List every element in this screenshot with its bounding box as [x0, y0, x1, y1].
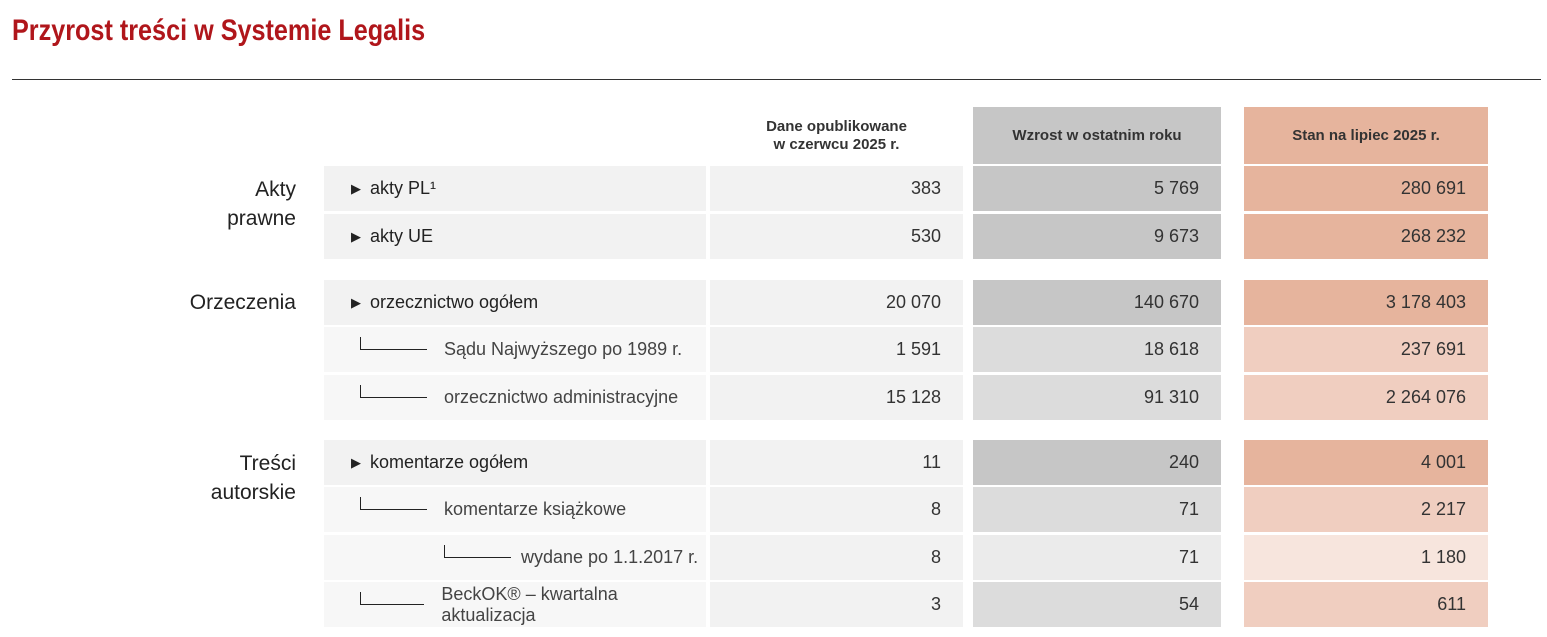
triangle-right-icon: ▶	[351, 294, 361, 310]
cell-dane: 383	[710, 166, 963, 211]
cell-stan: 611	[1244, 582, 1488, 627]
cell-wzrost: 54	[973, 582, 1221, 627]
cell-wzrost: 91 310	[973, 375, 1221, 420]
cell-wzrost: 5 769	[973, 166, 1221, 211]
cell-wzrost: 240	[973, 440, 1221, 485]
row-label: komentarze ogółem	[370, 452, 529, 472]
row-label: BeckOK® – kwartalna aktualizacja	[441, 583, 618, 625]
cell-dane: 530	[710, 214, 963, 259]
cell-dane: 1 591	[710, 327, 963, 372]
tree-connector-icon	[444, 545, 511, 558]
table-row-label: orzecznictwo administracyjne	[324, 375, 706, 420]
cell-dane: 8	[710, 487, 963, 532]
row-label: akty PL¹	[370, 178, 437, 198]
column-header-dane: Dane opublikowane w czerwcu 2025 r.	[710, 108, 963, 164]
table-row-label: komentarze książkowe	[324, 487, 706, 532]
cell-dane: 15 128	[710, 375, 963, 420]
cell-wzrost: 71	[973, 487, 1221, 532]
row-label: orzecznictwo administracyjne	[444, 387, 679, 407]
cell-wzrost: 140 670	[973, 280, 1221, 325]
column-header-dane-text: Dane opublikowane w czerwcu 2025 r.	[766, 118, 907, 153]
cell-stan: 2 217	[1244, 487, 1488, 532]
cell-stan: 268 232	[1244, 214, 1488, 259]
cell-wzrost: 9 673	[973, 214, 1221, 259]
triangle-right-icon: ▶	[351, 180, 361, 196]
table-row-label: BeckOK® – kwartalna aktualizacja	[324, 582, 706, 627]
column-header-wzrost: Wzrost w ostatnim roku	[973, 107, 1221, 164]
triangle-right-icon: ▶	[351, 454, 361, 470]
group-label-orzeczenia: Orzeczenia	[189, 291, 296, 314]
tree-connector-icon	[360, 385, 427, 398]
table-row-label: Sądu Najwyższego po 1989 r.	[324, 327, 706, 372]
page-title: Przyrost treści w Systemie Legalis	[12, 14, 426, 47]
tree-connector-icon	[360, 497, 427, 510]
triangle-right-icon: ▶	[351, 228, 361, 244]
table-row-label: ▶ akty UE	[324, 214, 706, 259]
column-header-stan: Stan na lipiec 2025 r.	[1244, 107, 1488, 164]
row-label: akty UE	[370, 226, 434, 246]
cell-dane: 8	[710, 535, 963, 580]
row-label: Sądu Najwyższego po 1989 r.	[444, 339, 683, 359]
column-header-wzrost-text: Wzrost w ostatnim roku	[1012, 126, 1182, 144]
cell-dane: 3	[710, 582, 963, 627]
table-row-label: ▶ akty PL¹	[324, 166, 706, 211]
cell-stan: 280 691	[1244, 166, 1488, 211]
group-label-tresci: Treści autorskie	[210, 452, 296, 504]
cell-wzrost: 18 618	[973, 327, 1221, 372]
row-label: komentarze książkowe	[444, 499, 627, 519]
cell-stan: 1 180	[1244, 535, 1488, 580]
cell-stan: 4 001	[1244, 440, 1488, 485]
cell-wzrost: 71	[973, 535, 1221, 580]
table-row-label: wydane po 1.1.2017 r.	[324, 535, 706, 580]
cell-stan: 2 264 076	[1244, 375, 1488, 420]
table-row-label: ▶ orzecznictwo ogółem	[324, 280, 706, 325]
row-label: wydane po 1.1.2017 r.	[521, 547, 699, 567]
table-row-label: ▶ komentarze ogółem	[324, 440, 706, 485]
title-divider	[12, 79, 1541, 80]
cell-dane: 11	[710, 440, 963, 485]
tree-connector-icon	[360, 337, 427, 350]
cell-dane: 20 070	[710, 280, 963, 325]
cell-stan: 237 691	[1244, 327, 1488, 372]
row-label: orzecznictwo ogółem	[370, 292, 539, 312]
cell-stan: 3 178 403	[1244, 280, 1488, 325]
column-header-stan-text: Stan na lipiec 2025 r.	[1292, 126, 1440, 144]
group-label-akty: Akty prawne	[227, 178, 296, 230]
tree-connector-icon	[360, 592, 425, 605]
